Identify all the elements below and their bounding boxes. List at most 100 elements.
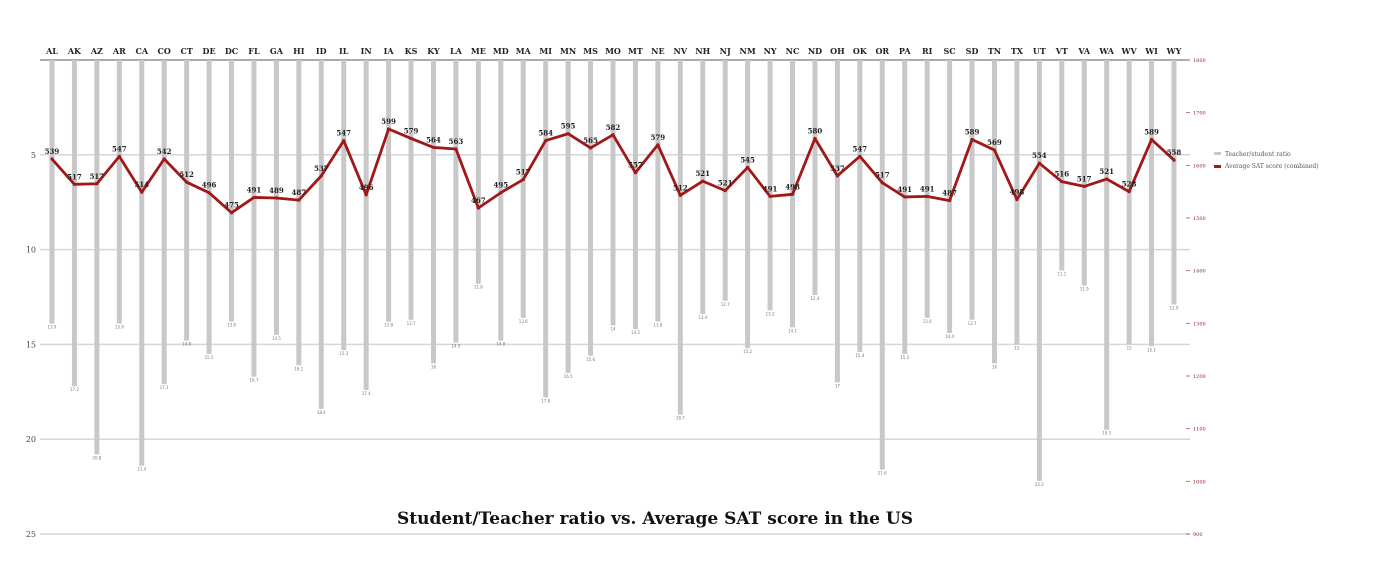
sat-point [1037, 161, 1041, 165]
sat-point-label: 595 [561, 122, 576, 131]
sat-point-label: 512 [179, 170, 194, 179]
ratio-bar [1081, 60, 1087, 286]
state-label: KS [405, 46, 418, 56]
state-label: NJ [720, 46, 731, 56]
ratio-bar [475, 60, 481, 284]
ratio-bar [745, 60, 751, 349]
sat-point-label: 521 [1099, 167, 1114, 176]
sat-axis: 1800 1700 1600 1500 1400 1300 1200 1100 1000 900 [1186, 58, 1206, 538]
ratio-bar-label: 13.6 [519, 319, 528, 324]
sat-point [185, 180, 189, 184]
sat-tick-label: 1700 [1193, 111, 1206, 117]
ratio-bar-label: 15.1 [1147, 347, 1156, 352]
sat-point-label: 545 [740, 155, 755, 164]
state-label: MS [583, 46, 598, 56]
sat-point [948, 199, 952, 203]
sat-point-label: 547 [112, 144, 127, 153]
ratio-bar [363, 60, 369, 390]
state-label: NE [651, 46, 664, 56]
ratio-bar [251, 60, 257, 377]
ratio-bar [49, 60, 55, 324]
ratio-axis: 5 10 15 20 25 [26, 151, 36, 539]
ratio-bar-label: 15.5 [900, 355, 909, 360]
sat-point-label: 517 [516, 168, 531, 177]
state-label: NM [740, 46, 756, 56]
ratio-bar-label: 16.1 [294, 366, 303, 371]
state-label: NC [786, 46, 800, 56]
sat-point-label: 557 [628, 161, 643, 170]
ratio-bar-label: 14.2 [631, 330, 640, 335]
sat-point [95, 182, 99, 186]
ratio-bar-label: 19.5 [1102, 431, 1111, 436]
ratio-bar-label: 13.8 [653, 323, 662, 328]
ratio-bar-label: 14.5 [272, 336, 281, 341]
state-label: AZ [90, 46, 103, 56]
ratio-tick-label: 25 [26, 530, 36, 539]
ratio-bar-label: 11.1 [1057, 271, 1066, 276]
state-label: NH [695, 46, 710, 56]
ratio-bar-label: 14.8 [496, 342, 505, 347]
sat-point [880, 181, 884, 185]
ratio-bar-label: 14.4 [945, 334, 954, 339]
sat-point-label: 558 [1167, 148, 1182, 157]
sat-point [364, 193, 368, 197]
ratio-bar-label: 14.8 [182, 342, 191, 347]
ratio-bar [430, 60, 436, 364]
ratio-bar-label: 16.7 [250, 378, 259, 383]
state-label: AK [67, 46, 82, 56]
sat-point [633, 171, 638, 175]
sat-point [140, 190, 144, 194]
ratio-bar-label: 21.4 [137, 467, 146, 472]
ratio-bar-label: 12.4 [811, 296, 820, 301]
ratio-bar [1104, 60, 1110, 430]
ratio-bar-label: 17.8 [541, 398, 550, 403]
state-label: AL [45, 46, 58, 56]
ratio-bar-label: 14.9 [451, 344, 460, 349]
sat-point [611, 133, 615, 137]
sat-point-labels: 539 517 517 547 514 542 512 496 475 491 489 487 537 5… [45, 117, 1182, 210]
sat-point [207, 191, 211, 195]
sat-point [1060, 180, 1064, 184]
sat-tick-label: 1000 [1193, 479, 1206, 485]
ratio-bar [812, 60, 818, 296]
sat-point-label: 554 [1032, 151, 1047, 160]
sat-point-label: 514 [134, 180, 149, 189]
ratio-bar-label: 13.9 [48, 325, 57, 330]
ratio-bar-label: 16 [431, 364, 437, 369]
sat-point-label: 580 [808, 126, 823, 135]
sat-point [790, 192, 795, 196]
state-label: CT [180, 46, 192, 56]
sat-point-label: 579 [651, 133, 666, 142]
ratio-bar [1171, 60, 1177, 305]
sat-point [387, 127, 391, 131]
sat-point [409, 136, 413, 141]
sat-point-label: 537 [314, 164, 329, 173]
sat-point-label: 498 [785, 182, 800, 191]
sat-point-label: 516 [1054, 170, 1069, 179]
ratio-bar-label: 16.5 [564, 374, 573, 379]
sat-tick-label: 1600 [1193, 163, 1206, 169]
state-label: NV [674, 46, 688, 56]
sat-point [1015, 197, 1019, 202]
bar-value-labels: 13.9 17.2 20.8 13.9 21.4 17.1 14.8 15.5 13.8 16.7… [48, 271, 1179, 486]
legend-label-ratio: Teacher/student ratio [1225, 151, 1291, 158]
ratio-bar-label: 11.9 [1080, 287, 1089, 292]
ratio-bar [1059, 60, 1065, 271]
chart-title: Student/Teacher ratio vs. Average SAT sc… [397, 509, 913, 529]
state-label: OR [875, 46, 889, 56]
sat-point-label: 498 [1010, 188, 1025, 197]
sat-point-label: 491 [247, 185, 262, 194]
state-label: GA [270, 46, 284, 56]
ratio-bar [632, 60, 638, 330]
state-label: NY [764, 46, 777, 56]
state-label: WV [1121, 46, 1138, 56]
ratio-bar-label: 11.8 [474, 285, 483, 290]
state-label: WY [1166, 46, 1182, 56]
sat-point-label: 517 [875, 171, 890, 180]
sat-point [499, 191, 503, 195]
state-label: IL [339, 46, 349, 56]
sat-point-label: 467 [471, 196, 486, 205]
state-label: TX [1011, 46, 1024, 56]
ratio-bar [879, 60, 885, 470]
